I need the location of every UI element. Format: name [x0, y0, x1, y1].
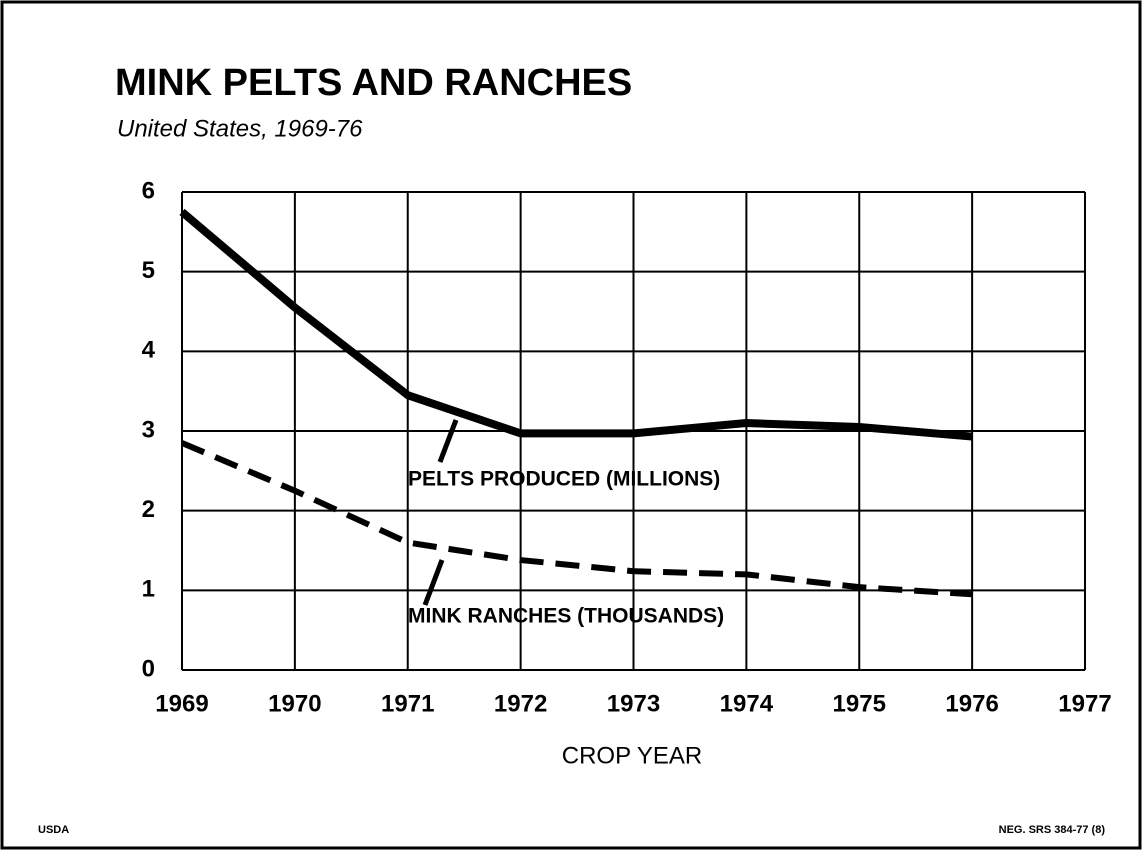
y-tick-label: 3	[142, 416, 155, 443]
chart-title: MINK PELTS AND RANCHES	[115, 62, 632, 104]
x-tick-label: 1976	[945, 690, 998, 717]
pointer	[422, 559, 445, 606]
series-label: MINK RANCHES (THOUSANDS)	[408, 605, 724, 628]
y-tick-label: 4	[142, 337, 156, 364]
chart-subtitle: United States, 1969-76	[117, 115, 363, 142]
y-tick-label: 6	[142, 177, 155, 204]
x-tick-label: 1974	[720, 690, 774, 717]
y-tick-label: 0	[142, 655, 155, 682]
x-tick-label: 1975	[833, 690, 886, 717]
x-tick-label: 1972	[494, 690, 547, 717]
series-line	[180, 440, 973, 598]
series-line	[179, 208, 973, 441]
footer-right: NEG. SRS 384-77 (8)	[999, 824, 1106, 836]
x-tick-label: 1969	[155, 690, 208, 717]
pointer	[437, 419, 459, 463]
y-tick-label: 5	[142, 257, 155, 284]
x-tick-label: 1977	[1058, 690, 1111, 717]
series-label: PELTS PRODUCED (MILLIONS)	[408, 468, 720, 491]
footer-left: USDA	[38, 824, 69, 836]
x-tick-label: 1973	[607, 690, 660, 717]
y-tick-label: 2	[142, 496, 155, 523]
x-axis-label: CROP YEAR	[562, 742, 703, 769]
x-tick-label: 1971	[381, 690, 434, 717]
x-tick-label: 1970	[268, 690, 321, 717]
y-tick-label: 1	[142, 576, 155, 603]
